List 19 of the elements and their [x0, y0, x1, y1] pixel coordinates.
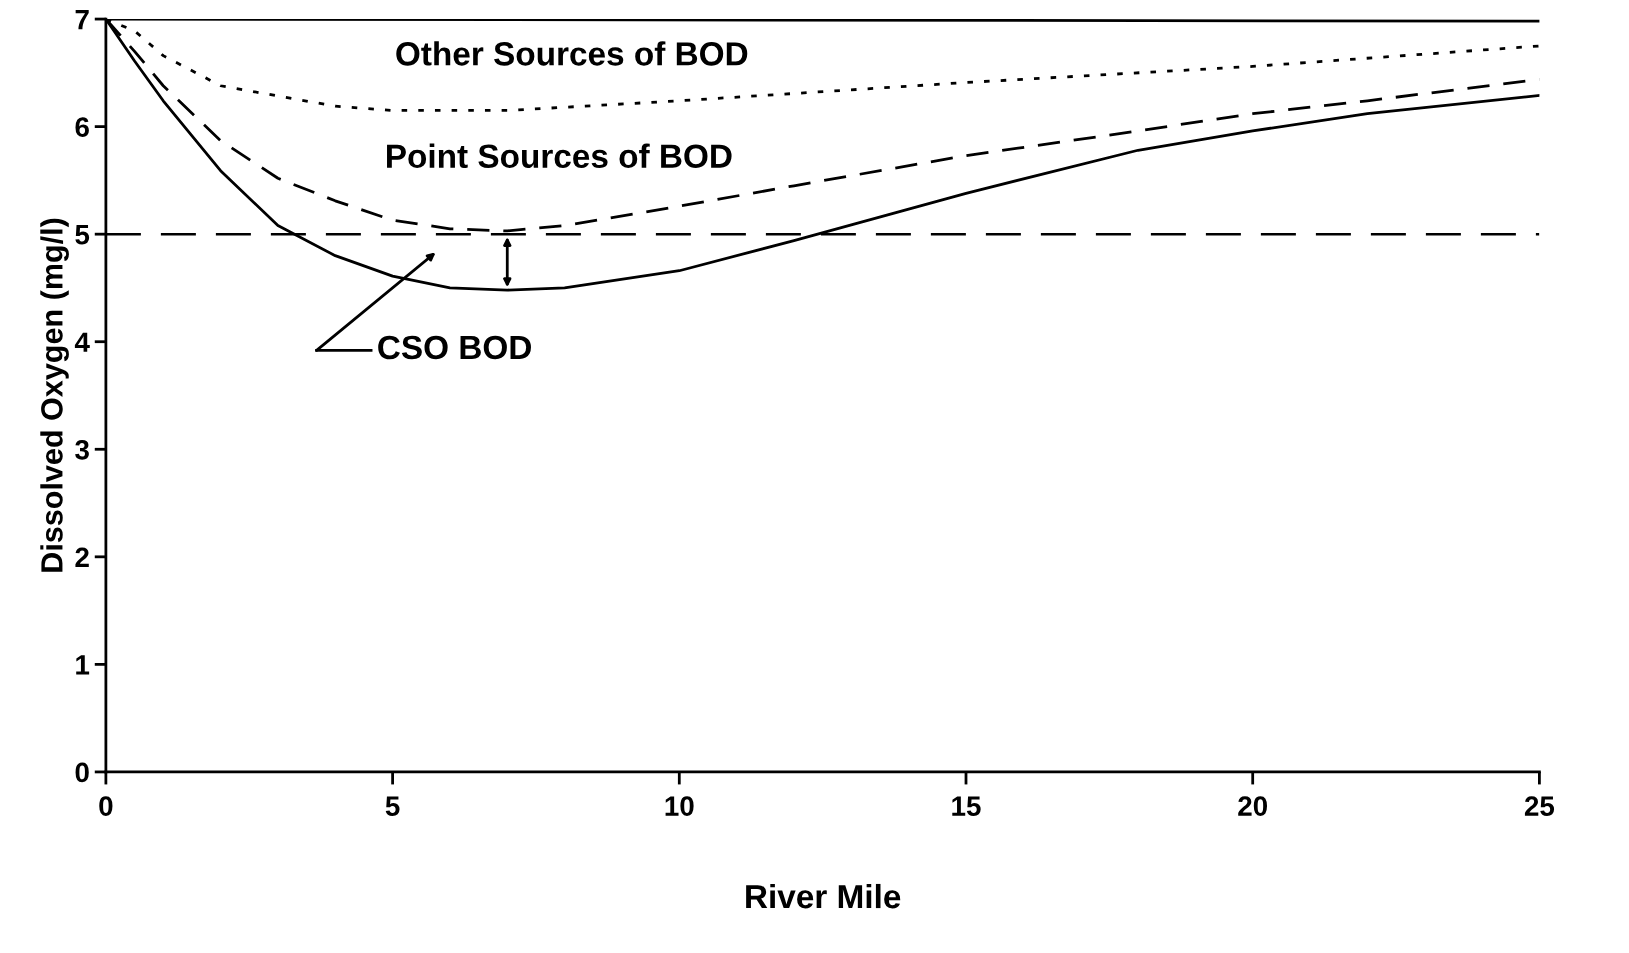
- x-tick-label: 25: [1524, 796, 1555, 816]
- x-tick-label: 20: [1238, 796, 1268, 816]
- y-tick-label: 2: [75, 547, 89, 567]
- x-axis-title: River Mile: [746, 883, 901, 909]
- y-tick-label: 4: [74, 332, 90, 352]
- annotation: Point Sources of BOD: [387, 143, 732, 169]
- y-tick-label: 0: [75, 762, 89, 783]
- x-tick-label: 5: [385, 796, 400, 816]
- annotation: CSO BOD: [378, 335, 531, 360]
- annotation: Other Sources of BOD: [396, 41, 748, 66]
- y-tick-label: 1: [76, 655, 90, 675]
- x-tick-label: 10: [665, 796, 694, 816]
- y-tick-label: 6: [75, 117, 89, 137]
- x-tick-label: 0: [99, 796, 113, 816]
- x-tick-label: 15: [952, 796, 981, 816]
- y-tick-label: 7: [75, 10, 89, 30]
- y-tick-label: 5: [75, 225, 90, 245]
- y-axis-title: Dissolved Oxygen (mg/l): [40, 218, 69, 572]
- y-tick-label: 3: [75, 439, 89, 460]
